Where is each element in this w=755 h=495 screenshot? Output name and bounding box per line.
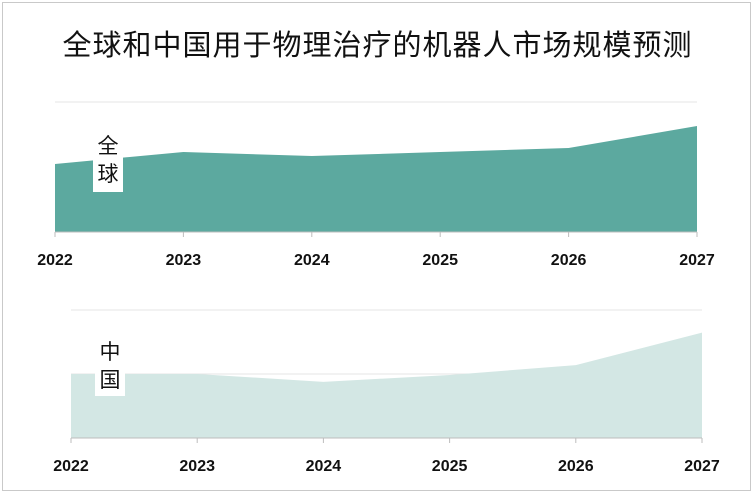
- x-tick-label: 2023: [179, 458, 215, 475]
- series-label-char: 球: [98, 162, 119, 186]
- panel-china: 2022 2023 2024 2025 2026 2027 中国: [53, 309, 720, 475]
- x-tick-label: 2022: [53, 458, 89, 475]
- series-label-char: 国: [100, 368, 121, 392]
- chart-title: 全球和中国用于物理治疗的机器人市场规模预测: [62, 28, 693, 62]
- x-tick-label: 2027: [684, 458, 720, 475]
- x-tick-label: 2023: [166, 252, 202, 269]
- x-tick-label: 2025: [422, 252, 458, 269]
- x-tick-label: 2025: [432, 458, 468, 475]
- series-label-box: [93, 130, 123, 192]
- x-tick-label: 2026: [551, 252, 587, 269]
- area-series-0: [55, 126, 697, 232]
- series-label-box: [95, 336, 125, 396]
- series-label-char: 中: [100, 340, 121, 364]
- series-label-char: 全: [98, 134, 119, 158]
- x-tick-label: 2024: [306, 458, 342, 475]
- x-tick-label: 2024: [294, 252, 330, 269]
- x-tick-label: 2026: [558, 458, 594, 475]
- x-tick-label: 2027: [679, 252, 715, 269]
- area-series-1: [71, 332, 702, 438]
- x-tick-label: 2022: [37, 252, 73, 269]
- panel-global: 2022 2023 2024 2025 2026 2027 全球: [37, 101, 715, 269]
